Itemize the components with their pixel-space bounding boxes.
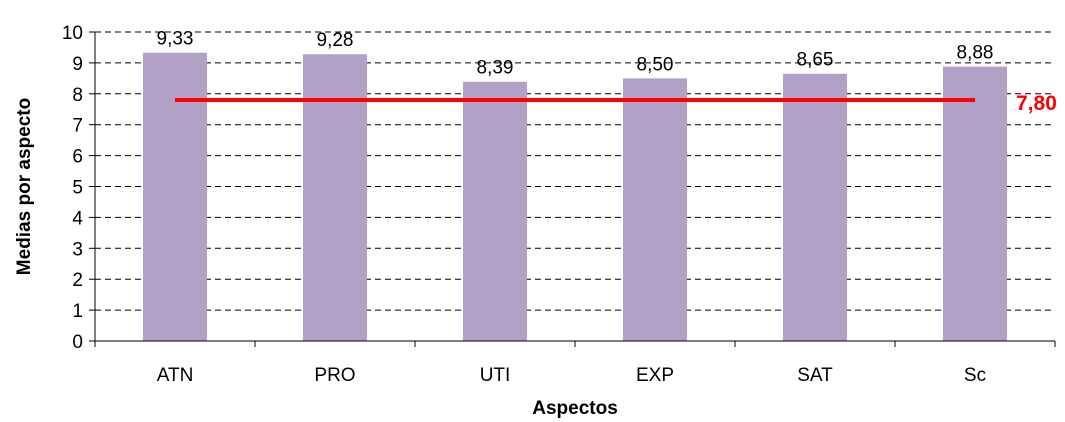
bar-sat — [783, 73, 847, 341]
data-labels: 9,33 9,28 8,39 8,50 8,65 8,88 — [157, 29, 994, 79]
y-tick-label: 3 — [72, 239, 83, 260]
y-tick-label: 1 — [72, 301, 83, 322]
bar-pro — [303, 54, 367, 342]
bar-uti — [463, 81, 527, 342]
y-tick-label: 2 — [72, 270, 83, 291]
x-tick-label: UTI — [480, 365, 511, 386]
y-tick-labels: 0 1 2 3 4 5 6 7 8 9 10 — [62, 23, 84, 353]
y-tick-label: 7 — [72, 116, 83, 137]
data-label: 8,65 — [797, 50, 834, 71]
bar-sc — [943, 66, 1007, 341]
y-tick-label: 4 — [72, 208, 83, 229]
y-tick-label: 6 — [72, 147, 83, 168]
data-label: 8,50 — [637, 54, 674, 75]
axes — [89, 31, 1056, 347]
data-label: 9,28 — [317, 30, 354, 51]
y-tick-label: 8 — [72, 85, 83, 106]
x-tick-labels: ATN PRO UTI EXP SAT Sc — [157, 365, 986, 386]
reference-line-group: 7,80 — [175, 92, 1057, 115]
data-label: 9,33 — [157, 29, 194, 50]
x-tick-label: SAT — [797, 365, 833, 386]
x-tick-label: Sc — [964, 365, 986, 386]
x-tick-label: PRO — [314, 365, 355, 386]
gridlines — [95, 31, 1055, 311]
y-tick-label: 9 — [72, 54, 83, 75]
y-axis-title: Medias por aspecto — [14, 98, 35, 275]
bars — [143, 52, 1007, 342]
y-tick-label: 5 — [72, 178, 83, 199]
data-label: 8,88 — [957, 43, 994, 64]
y-tick-label: 10 — [62, 23, 83, 44]
data-label: 8,39 — [477, 58, 514, 79]
x-tick-label: EXP — [636, 365, 674, 386]
bar-atn — [143, 52, 207, 341]
y-tick-label: 0 — [72, 332, 83, 353]
x-tick-label: ATN — [157, 365, 194, 386]
x-axis-title: Aspectos — [532, 398, 618, 419]
reference-line-label: 7,80 — [1016, 92, 1057, 115]
bar-exp — [623, 78, 687, 341]
